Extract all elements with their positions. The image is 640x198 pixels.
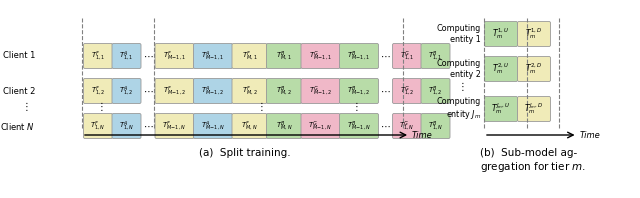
FancyBboxPatch shape: [155, 78, 194, 104]
Text: $\cdots$: $\cdots$: [380, 121, 391, 131]
Text: $T_{1,N}^{G}$: $T_{1,N}^{G}$: [399, 119, 415, 132]
Text: $T_{1,1}^{F}$: $T_{1,1}^{F}$: [91, 50, 105, 63]
FancyBboxPatch shape: [339, 44, 378, 69]
Text: $T_{M\!-\!1,1}^{A}$: $T_{M\!-\!1,1}^{A}$: [202, 50, 225, 63]
Text: $T_{1,1}^{A}$: $T_{1,1}^{A}$: [119, 50, 134, 63]
Text: $T_{M\!-\!1,2}^{B}$: $T_{M\!-\!1,2}^{B}$: [348, 85, 371, 98]
Text: $T_{1,N}^{A}$: $T_{1,N}^{A}$: [119, 119, 134, 132]
FancyBboxPatch shape: [301, 78, 340, 104]
Text: Client $N$: Client $N$: [0, 121, 35, 131]
Text: Computing
entity $J_m$: Computing entity $J_m$: [436, 97, 481, 121]
Text: $\vdots$: $\vdots$: [21, 100, 29, 113]
Text: $\cdots$: $\cdots$: [143, 51, 154, 61]
FancyBboxPatch shape: [112, 78, 141, 104]
Text: $T_{M\!-\!1,2}^{A}$: $T_{M\!-\!1,2}^{A}$: [202, 85, 225, 98]
FancyBboxPatch shape: [83, 78, 113, 104]
FancyBboxPatch shape: [112, 44, 141, 69]
FancyBboxPatch shape: [155, 113, 194, 138]
FancyBboxPatch shape: [392, 78, 422, 104]
Text: Time: Time: [412, 130, 433, 140]
Text: $T_{M,2}^{F}$: $T_{M,2}^{F}$: [242, 85, 257, 98]
Text: $T_{M\!-\!1,N}^{B}$: $T_{M\!-\!1,N}^{B}$: [347, 119, 371, 132]
Text: $T_{1,1}^{B}$: $T_{1,1}^{B}$: [428, 50, 443, 63]
Text: $T_m^{J_m,D}$: $T_m^{J_m,D}$: [524, 102, 543, 116]
FancyBboxPatch shape: [232, 113, 267, 138]
FancyBboxPatch shape: [421, 113, 450, 138]
FancyBboxPatch shape: [518, 96, 550, 122]
Text: Client 2: Client 2: [3, 87, 35, 95]
FancyBboxPatch shape: [155, 44, 194, 69]
Text: $\vdots$: $\vdots$: [256, 100, 264, 113]
FancyBboxPatch shape: [232, 44, 267, 69]
Text: Client 1: Client 1: [3, 51, 35, 61]
Text: $T_{M,N}^{B}$: $T_{M,N}^{B}$: [276, 119, 292, 132]
FancyBboxPatch shape: [518, 56, 550, 82]
Text: $T_{M,1}^{F}$: $T_{M,1}^{F}$: [242, 50, 257, 63]
Text: $T_{M\!-\!1,1}^{G}$: $T_{M\!-\!1,1}^{G}$: [309, 50, 332, 63]
FancyBboxPatch shape: [339, 78, 378, 104]
Text: $T_{1,N}^{F}$: $T_{1,N}^{F}$: [90, 119, 106, 132]
Text: $T_{1,2}^{F}$: $T_{1,2}^{F}$: [91, 85, 105, 98]
Text: $T_m^{2,D}$: $T_m^{2,D}$: [525, 62, 543, 76]
Text: $T_{M\!-\!1,2}^{F}$: $T_{M\!-\!1,2}^{F}$: [163, 85, 186, 98]
Text: Computing
entity 1: Computing entity 1: [436, 24, 481, 44]
FancyBboxPatch shape: [301, 113, 340, 138]
Text: $T_{M,1}^{B}$: $T_{M,1}^{B}$: [276, 50, 292, 63]
FancyBboxPatch shape: [484, 96, 518, 122]
FancyBboxPatch shape: [484, 56, 518, 82]
Text: $T_m^{2,U}$: $T_m^{2,U}$: [492, 62, 509, 76]
Text: $T_m^{1,D}$: $T_m^{1,D}$: [525, 27, 543, 41]
FancyBboxPatch shape: [193, 78, 232, 104]
FancyBboxPatch shape: [266, 113, 301, 138]
Text: $T_{1,1}^{G}$: $T_{1,1}^{G}$: [400, 50, 414, 63]
FancyBboxPatch shape: [392, 44, 422, 69]
FancyBboxPatch shape: [421, 44, 450, 69]
FancyBboxPatch shape: [193, 113, 232, 138]
Text: $\vdots$: $\vdots$: [458, 80, 465, 93]
FancyBboxPatch shape: [83, 44, 113, 69]
Text: $T_m^{1,U}$: $T_m^{1,U}$: [492, 27, 509, 41]
FancyBboxPatch shape: [339, 113, 378, 138]
Text: $T_{M\!-\!1,1}^{F}$: $T_{M\!-\!1,1}^{F}$: [163, 50, 186, 63]
Text: $T_{M\!-\!1,1}^{B}$: $T_{M\!-\!1,1}^{B}$: [348, 50, 371, 63]
FancyBboxPatch shape: [301, 44, 340, 69]
FancyBboxPatch shape: [266, 44, 301, 69]
Text: (b)  Sub-model ag-
gregation for tier $m$.: (b) Sub-model ag- gregation for tier $m$…: [480, 148, 586, 174]
Text: $T_{1,2}^{G}$: $T_{1,2}^{G}$: [400, 85, 414, 98]
Text: $T_{M\!-\!1,N}^{G}$: $T_{M\!-\!1,N}^{G}$: [308, 119, 333, 132]
FancyBboxPatch shape: [392, 113, 422, 138]
Text: $T_{M\!-\!1,N}^{A}$: $T_{M\!-\!1,N}^{A}$: [201, 119, 225, 132]
FancyBboxPatch shape: [232, 78, 267, 104]
Text: $\vdots$: $\vdots$: [351, 100, 358, 113]
Text: $\cdots$: $\cdots$: [143, 86, 154, 96]
Text: $T_{M\!-\!1,2}^{G}$: $T_{M\!-\!1,2}^{G}$: [309, 85, 332, 98]
FancyBboxPatch shape: [266, 78, 301, 104]
Text: $T_{1,N}^{B}$: $T_{1,N}^{B}$: [428, 119, 444, 132]
Text: $T_{1,2}^{A}$: $T_{1,2}^{A}$: [119, 85, 134, 98]
FancyBboxPatch shape: [484, 22, 518, 47]
Text: $\cdots$: $\cdots$: [380, 51, 391, 61]
Text: (a)  Split training.: (a) Split training.: [199, 148, 291, 158]
Text: Time: Time: [579, 130, 600, 140]
FancyBboxPatch shape: [193, 44, 232, 69]
FancyBboxPatch shape: [83, 113, 113, 138]
Text: $T_{M,N}^{F}$: $T_{M,N}^{F}$: [241, 119, 258, 132]
Text: Computing
entity 2: Computing entity 2: [436, 59, 481, 79]
Text: $\cdots$: $\cdots$: [380, 86, 391, 96]
FancyBboxPatch shape: [421, 78, 450, 104]
FancyBboxPatch shape: [518, 22, 550, 47]
Text: $T_{1,2}^{B}$: $T_{1,2}^{B}$: [428, 85, 443, 98]
FancyBboxPatch shape: [112, 113, 141, 138]
Text: $\cdots$: $\cdots$: [143, 121, 154, 131]
Text: $T_{M,2}^{B}$: $T_{M,2}^{B}$: [276, 85, 292, 98]
Text: $\vdots$: $\vdots$: [96, 100, 104, 113]
Text: $T_{M\!-\!1,N}^{F}$: $T_{M\!-\!1,N}^{F}$: [163, 119, 186, 132]
Text: $T_m^{J_m,U}$: $T_m^{J_m,U}$: [492, 102, 511, 116]
